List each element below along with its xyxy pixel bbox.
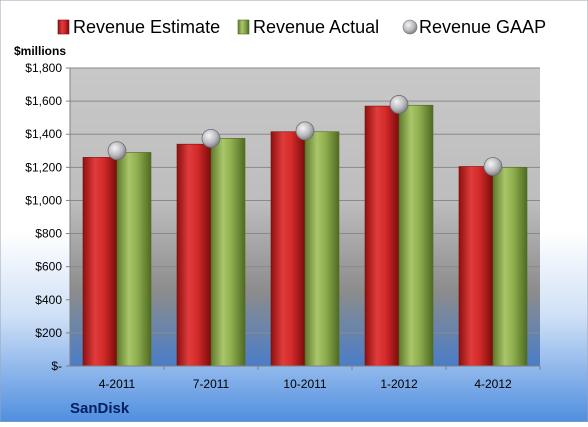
y-tick-label: $1,200 [25,160,62,174]
legend-swatch [237,19,250,35]
bar-revenue-estimate [364,105,400,367]
legend-label: Revenue Actual [253,17,379,37]
x-tick-label: 1-2012 [380,377,418,391]
bar-revenue-estimate [82,157,118,367]
marker-revenue-gaap [389,95,409,114]
legend-item-revenue-estimate: Revenue Estimate [57,17,220,37]
y-tick-label: $800 [35,227,62,241]
bar-revenue-actual [492,167,528,367]
x-tick-label: 4-2011 [99,377,136,391]
legend-swatch [57,19,70,35]
y-tick-label: $1,600 [25,94,62,108]
company-label: SanDisk [70,400,130,417]
bar-revenue-actual [304,131,340,367]
x-tick-label: 4-2012 [474,377,512,391]
gaap-markers [107,95,503,176]
bars [82,104,528,367]
legend-label: Revenue Estimate [73,17,220,37]
legend-item-revenue-gaap: Revenue GAAP [402,17,546,37]
unit-label: $millions [14,44,66,58]
y-axis: $- $200 $400 $600 $800 $1,000 $1,200 $1,400 $1,6… [25,61,71,373]
legend: Revenue Estimate Revenue Actual Revenue GA… [57,17,546,37]
y-tick-label: $600 [35,260,62,274]
y-tick-label: $1,800 [25,61,62,75]
bar-revenue-actual [116,152,152,367]
bar-revenue-actual [210,138,246,367]
marker-revenue-gaap [201,128,221,148]
bar-revenue-estimate [458,166,494,367]
y-tick-label: $400 [35,293,62,307]
bar-revenue-estimate [270,131,306,367]
x-axis: 4-2011 7-2011 10-2011 1-2012 4-2012 [70,365,541,391]
bar-revenue-actual [398,104,434,367]
legend-label: Revenue GAAP [419,17,546,37]
bar-revenue-estimate [176,143,212,367]
y-tick-label: $200 [35,326,62,340]
y-tick-label: $1,400 [25,127,62,141]
legend-item-revenue-actual: Revenue Actual [237,17,379,37]
y-tick-label: $1,000 [25,193,62,207]
marker-revenue-gaap [295,121,315,141]
marker-revenue-gaap [483,157,503,176]
marker-revenue-gaap [107,141,127,161]
legend-swatch [402,19,418,35]
y-tick-label: $- [51,359,62,373]
x-tick-label: 7-2011 [193,377,230,391]
x-tick-label: 10-2011 [283,377,326,391]
